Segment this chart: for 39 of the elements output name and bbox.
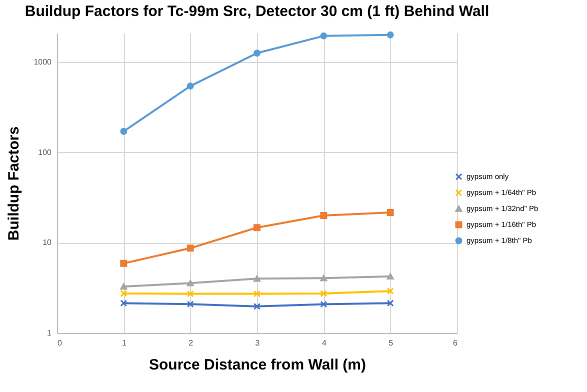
x-tick-label: 1 [122, 338, 127, 348]
point [254, 290, 260, 298]
point [186, 244, 194, 252]
y-tick-label: 1 [47, 328, 52, 338]
x-tick-label: 0 [58, 338, 62, 348]
point [386, 31, 394, 38]
point [186, 82, 194, 90]
point [320, 290, 328, 297]
point [120, 290, 128, 297]
point [186, 300, 194, 308]
x-tick-label: 2 [188, 338, 194, 348]
x-tick-label: 4 [322, 338, 327, 348]
x-tick-label: 3 [255, 338, 260, 348]
point [120, 300, 128, 307]
chart-title: Buildup Factors for Tc-99m Src, Detector 30 cm (1 ft) Behind Wall [24, 3, 490, 20]
point [386, 273, 394, 280]
point [254, 224, 260, 232]
point [186, 280, 194, 286]
point [386, 288, 394, 295]
y-tick-label: 100 [38, 148, 52, 157]
y-tick-label: 10 [42, 238, 52, 248]
y-tick-label: 1000 [34, 58, 52, 67]
point [320, 212, 328, 220]
x-axis-title: Source Distance from Wall (m) [149, 356, 366, 374]
point [120, 260, 128, 267]
point [320, 300, 328, 308]
point [120, 128, 128, 135]
point [186, 290, 194, 298]
x-tick-label: 6 [453, 338, 458, 348]
point [386, 300, 394, 307]
point [120, 283, 128, 290]
point [320, 32, 328, 40]
point [386, 209, 394, 216]
point [254, 276, 260, 282]
point [320, 275, 328, 282]
x-tick-label: 5 [388, 338, 394, 348]
point [254, 50, 260, 57]
y-axis-title: Buildup Factors [6, 126, 23, 241]
point [254, 302, 260, 310]
